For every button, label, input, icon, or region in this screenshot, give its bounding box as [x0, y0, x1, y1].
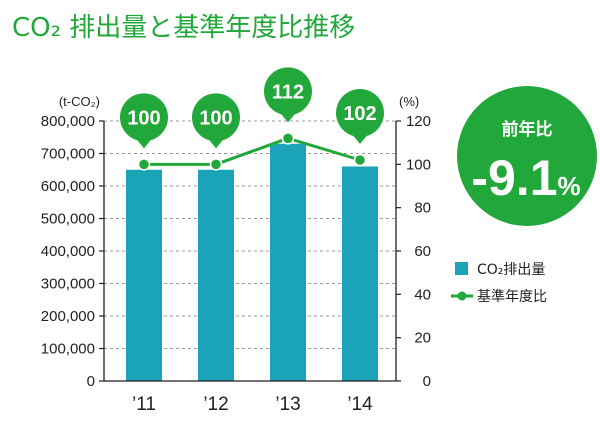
data-label: 102 [343, 103, 376, 125]
yoy-badge: 前年比 -9.1% [457, 86, 597, 226]
y-left-tick-label: 100,000 [41, 341, 95, 358]
bar [342, 166, 378, 381]
bars [126, 143, 378, 381]
y-right-tick-label: 60 [414, 243, 431, 260]
data-label-pin-circle [120, 93, 168, 142]
data-label-pin-circle [264, 67, 312, 116]
y-right-axis-unit: (%) [399, 94, 419, 109]
x-tick-label: ’12 [203, 394, 228, 415]
yoy-badge-value: -9.1 [471, 150, 557, 206]
x-tick-label: ’11 [132, 394, 156, 415]
y-left-tick-label: 500,000 [41, 211, 95, 228]
line-point [137, 158, 151, 171]
x-tick-label: ’13 [275, 394, 300, 415]
data-label-pin-circle [192, 93, 240, 142]
legend-label-line: 基準年度比 [477, 288, 547, 305]
y-left-axis: (t-CO₂) 0 100,000 200,000 300,000 400,000 500… [41, 94, 104, 390]
y-left-tick-label: 400,000 [41, 243, 95, 260]
legend-swatch-marker [457, 291, 467, 301]
data-label-pin: 100 [120, 93, 168, 149]
y-left-tick-label: 0 [87, 373, 95, 390]
y-right-tick-label: 40 [414, 286, 431, 303]
line-series [137, 132, 367, 171]
yoy-badge-circle [457, 86, 597, 226]
line-point [353, 153, 367, 167]
legend-item-bar: CO₂排出量 [455, 262, 545, 278]
y-left-tick-label: 700,000 [41, 146, 95, 163]
line-point [281, 132, 295, 145]
data-label: 100 [127, 107, 160, 129]
data-label-pin: 102 [336, 89, 384, 144]
bar [198, 169, 234, 381]
y-left-tick-label: 200,000 [41, 308, 95, 325]
bar [126, 169, 162, 381]
series-line [144, 136, 361, 166]
yoy-badge-unit: % [558, 171, 581, 201]
legend: CO₂排出量 基準年度比 [451, 262, 547, 305]
data-label-pin: 100 [192, 93, 240, 149]
y-right-tick-label: 80 [414, 200, 431, 217]
data-label-pin: 112 [264, 67, 312, 123]
y-left-tick-label: 300,000 [41, 276, 95, 293]
y-left-axis-unit: (t-CO₂) [59, 94, 100, 109]
legend-swatch-bar [455, 262, 468, 275]
x-axis: ’11 ’12 ’13 ’14 [132, 394, 373, 415]
y-left-tick-label: 600,000 [41, 178, 95, 195]
data-label: 100 [199, 107, 232, 129]
legend-label-bar: CO₂排出量 [477, 262, 545, 278]
y-left-tick-label: 800,000 [41, 113, 95, 130]
yoy-badge-label: 前年比 [502, 119, 553, 140]
data-labels: 100 100 112 102 [120, 67, 384, 149]
y-right-axis: (%) 0 20 40 60 80 100 120 [396, 94, 431, 390]
y-right-tick-label: 20 [414, 330, 431, 347]
data-label: 112 [272, 81, 304, 103]
y-right-tick-label: 100 [406, 156, 431, 173]
y-right-tick-label: 120 [406, 113, 431, 130]
data-label-pin-circle [336, 89, 384, 137]
x-tick-label: ’14 [347, 394, 373, 415]
y-right-tick-label: 0 [423, 373, 431, 390]
page-title: CO₂ 排出量と基準年度比推移 [12, 13, 356, 43]
yoy-badge-figure: -9.1% [471, 150, 580, 206]
line-point [209, 158, 223, 171]
bar [270, 143, 306, 381]
legend-item-line: 基準年度比 [451, 288, 547, 305]
